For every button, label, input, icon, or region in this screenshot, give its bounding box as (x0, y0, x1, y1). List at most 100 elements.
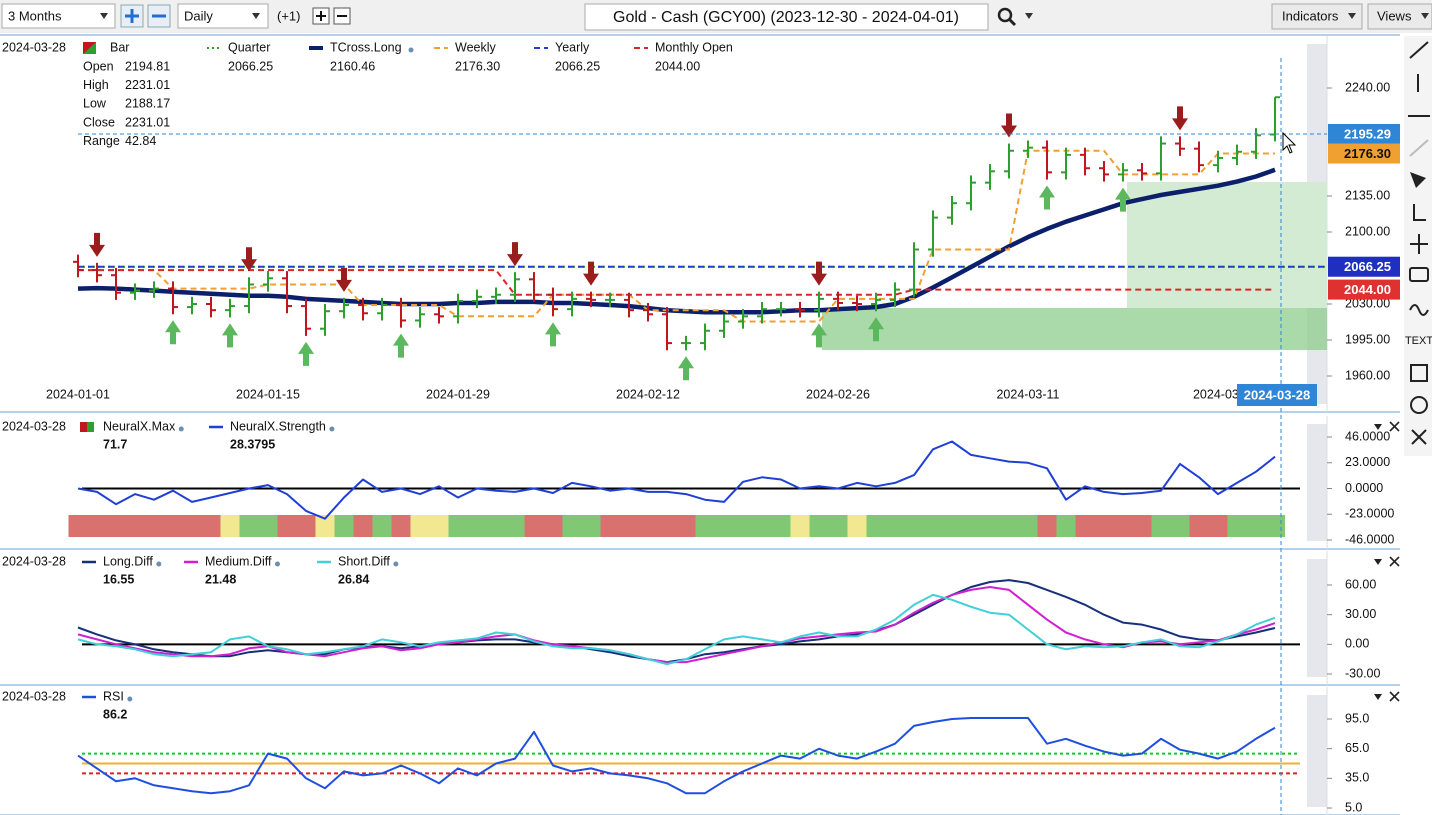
y-tick-label: 1960.00 (1345, 368, 1390, 382)
y-tick-label: 65.0 (1345, 741, 1369, 755)
search-icon[interactable] (997, 7, 1013, 23)
state-cell (695, 515, 715, 537)
tool-measure[interactable] (1413, 204, 1426, 221)
y-tick-label: 2240.00 (1345, 80, 1390, 94)
state-cell (1094, 515, 1114, 537)
y-tick-label: -23.0000 (1345, 507, 1394, 521)
price-marker-label: 2176.30 (1344, 146, 1391, 161)
state-cell (752, 515, 772, 537)
state-cell (68, 515, 88, 537)
indicator-line (77, 593, 1276, 666)
x-tick-label: 2024-02-12 (616, 387, 680, 401)
tool-cross[interactable] (1410, 234, 1428, 254)
legend-dot (127, 696, 133, 702)
indicator-line (78, 269, 1275, 296)
sell-arrow (583, 261, 599, 286)
mouse-cursor (1282, 131, 1297, 154)
state-cell (486, 515, 506, 537)
state-cell (638, 515, 658, 537)
range-dropdown[interactable] (1, 3, 116, 29)
y-tick-label: 30.00 (1345, 607, 1376, 621)
dropdown-arrow (1421, 13, 1429, 19)
state-cell (1265, 515, 1285, 537)
readout-value: 2231.01 (125, 78, 170, 92)
state-cell (296, 515, 316, 537)
buy-arrow (165, 320, 181, 345)
buy-arrow (545, 322, 561, 347)
legend-value: 2044.00 (655, 59, 700, 73)
price-marker-label: 2066.25 (1344, 259, 1391, 274)
state-cell (125, 515, 145, 537)
y-tick-label: 5.0 (1345, 800, 1362, 814)
x-tick-label: 2024-01-29 (426, 387, 490, 401)
state-cell (1113, 515, 1133, 537)
buy-arrow (868, 317, 884, 342)
buy-arrow (222, 323, 238, 348)
tool-wave[interactable] (1409, 304, 1429, 316)
state-cell (1151, 515, 1171, 537)
state-cell (1189, 515, 1209, 537)
state-cell (961, 515, 981, 537)
x-tick-label: 2024-02-26 (806, 387, 870, 401)
price-marker (1328, 279, 1400, 300)
indicator-line (77, 717, 1276, 795)
offset-text: (+1) (277, 8, 300, 23)
tool-pen[interactable] (1410, 172, 1426, 188)
tool-ray[interactable] (1409, 139, 1429, 157)
symbol-text: Gold - Cash (GCY00) (2023-12-30 - 2024-0… (613, 9, 959, 26)
legend-value: 86.2 (103, 707, 127, 721)
panel-date: 2024-03-28 (2, 419, 66, 433)
readout-value: 2188.17 (125, 97, 170, 111)
state-cell (87, 515, 107, 537)
y-tick-label: 46.0000 (1345, 429, 1390, 443)
panel-close (1389, 556, 1400, 567)
dropdown-arrow (1025, 13, 1033, 19)
legend-value: 2160.46 (330, 59, 375, 73)
legend-icon (87, 422, 94, 432)
tool-delete[interactable] (1411, 429, 1427, 445)
state-cell (676, 515, 696, 537)
legend-value: 2176.30 (455, 59, 500, 73)
state-cell (1227, 515, 1247, 537)
panel-date: 2024-03-28 (2, 689, 66, 703)
state-cell (847, 515, 867, 537)
panel-background (0, 551, 1400, 685)
dropdown-arrow (1348, 13, 1356, 19)
buy-arrow (393, 333, 409, 358)
zone-shade (822, 308, 1327, 350)
sell-arrow (811, 261, 827, 286)
sell-arrow (336, 267, 352, 292)
price-marker (1328, 123, 1400, 144)
state-cell (1170, 515, 1190, 537)
legend-name: Medium.Diff (205, 554, 272, 568)
indicators-button[interactable] (1271, 3, 1363, 30)
state-cell (467, 515, 487, 537)
tool-line[interactable] (1409, 41, 1429, 59)
state-cell (1018, 515, 1038, 537)
tool-rectangle[interactable] (1410, 364, 1428, 382)
state-cell (429, 515, 449, 537)
views-button[interactable] (1367, 3, 1432, 30)
legend-value: 2066.25 (555, 59, 600, 73)
tool-note[interactable] (1409, 267, 1429, 282)
state-cell (999, 515, 1019, 537)
legend-dot (393, 561, 399, 567)
state-cell (334, 515, 354, 537)
price-marker-label: 2044.00 (1344, 282, 1391, 297)
state-cell (885, 515, 905, 537)
state-cell (771, 515, 791, 537)
readout-label: Open (83, 59, 114, 73)
symbol-box[interactable] (584, 3, 989, 31)
sell-arrow (1001, 113, 1017, 138)
x-tick-label: 2024-01-01 (46, 387, 110, 401)
tool-circle[interactable] (1410, 396, 1428, 414)
state-cell (980, 515, 1000, 537)
interval-dropdown[interactable] (177, 3, 269, 29)
future-area (1307, 559, 1327, 677)
tool-text[interactable]: TEXT (1405, 335, 1432, 347)
sell-arrow (1172, 106, 1188, 131)
legend-dot (408, 47, 414, 53)
future-area (1307, 424, 1327, 541)
readout-value: 2194.81 (125, 59, 170, 73)
